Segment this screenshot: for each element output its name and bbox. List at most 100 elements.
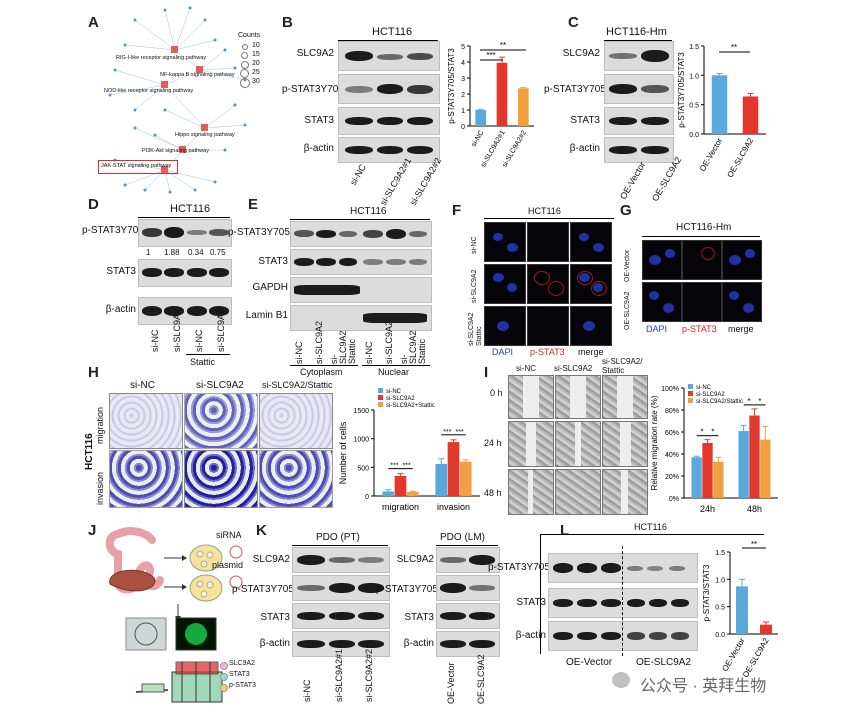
bar [742,96,759,134]
image-title: HCT116 [528,206,561,216]
y-tick-label: 20% [665,474,679,481]
row-label: si-SLC9A2 [471,269,478,303]
fluorescence-image [527,264,569,304]
y-tick-label: 1 [461,108,465,115]
western-blot-strip [548,588,698,618]
y-tick-label: 100% [661,386,679,393]
sig-label: *** [486,51,495,60]
x-tick-label: invasion [437,502,470,512]
wound-healing-image [602,421,648,467]
blot-row-label: p-STAT3Y705 [228,227,290,238]
fluorescence-image [484,306,526,346]
western-blot-strip [604,107,674,135]
blot-title: HCT116 [350,206,387,217]
western-blot-strip [338,137,440,163]
bar [760,624,772,634]
highlight-box [98,160,178,174]
lane-label: si-SLC9A2#1 [378,156,414,207]
lane-label: si-NC [194,329,204,353]
sig-label: *** [390,463,398,470]
y-tick-label: 80% [665,408,679,415]
blot-row-label: STAT3 [570,115,600,126]
bar [496,62,508,126]
wound-healing-image [555,375,601,419]
y-tick-label: 0 [365,494,369,501]
wound-healing-image [555,421,601,467]
lane-label: OE-SLC9A2 [476,654,486,704]
pathway-label: NF-kappa B signaling pathway [160,72,235,78]
y-tick-label: 3 [461,76,465,83]
transwell-image [109,393,183,449]
transwell-image [259,393,333,449]
lane-label: si-NC [294,341,304,365]
western-blot-strip [290,305,432,331]
group-label: Stattic [190,357,216,367]
blot-row-label: STAT3 [260,612,290,623]
western-blot-strip [292,575,390,601]
panel-label-i: I [484,364,489,381]
blot-row-label: β-actin [259,638,290,649]
bar [382,491,395,496]
stain-label: DAPI [646,324,668,334]
western-blot-strip [290,277,432,303]
blot-title: HCT116 [372,26,413,38]
y-tick-label: 1.0 [689,73,699,80]
lane-label: si-SLC9A2 [216,308,226,352]
sig-label: *** [403,463,411,470]
y-tick-label: 0.5 [715,605,725,612]
blot-row-label: p-STAT3Y705 [488,562,550,573]
group-label: OE-SLC9A2 [636,657,692,668]
kegg-network-graph [108,6,247,194]
fluorescence-image [642,240,682,280]
western-blot-strip [290,249,432,275]
time-label: 24 h [484,438,502,448]
legend-swatch [688,391,693,396]
bar [711,75,728,134]
fluorescence-image [484,264,526,304]
legend-label: si-NC [696,385,712,391]
western-blot-strip [138,219,232,247]
transwell-image [184,393,258,449]
quant-value: 1 [146,248,151,257]
y-tick-label: 1500 [353,408,369,415]
blot-row-label: STAT3 [106,266,136,277]
western-blot-strip [604,74,674,104]
group-title: PDO (LM) [440,532,485,543]
legend-label: si-SLC9A2/Stattic [696,399,743,405]
bar [459,461,472,496]
panel-label-k: K [256,522,267,539]
lane-label: si-SLC9A2 Stattic [399,330,427,364]
y-tick-label: 4 [461,60,465,67]
bar [447,442,460,496]
legend-label: si-SLC9A2+Stattic [386,403,435,409]
western-blot-strip [338,74,440,104]
bar-chart-l: 0.00.51.01.5p-STAT3/STAT3OE-VectorOE-SLC… [702,540,778,679]
y-tick-label: 500 [357,465,369,472]
x-tick-label: migration [382,502,419,512]
panel-label-c: C [568,14,579,31]
stain-label: p-STAT3 [530,347,565,357]
y-axis-label: Number of cells [338,421,348,484]
bar [736,586,748,634]
western-blot-strip [548,621,698,651]
sig-label: * [701,428,704,437]
lane-label: OE-Vector [446,662,456,704]
x-tick-label: OE-Vector [698,136,724,173]
sig-label: * [711,428,714,437]
row-label: migration [95,406,105,444]
western-blot-strip [338,107,440,135]
bar-chart-i: 0% 20% 40% 60% 80% 100%Relative migration rat… [650,384,778,514]
blot-row-label: β-actin [569,143,600,154]
y-tick-label: 40% [665,452,679,459]
western-blot-strip [436,631,500,657]
stain-label: merge [578,347,604,357]
panel-label-j: J [88,522,97,539]
blot-row-label: SLC9A2 [396,554,434,565]
column-label: si-SLC9A2 [554,364,593,373]
row-label: OE-SLC9A2 [624,291,631,330]
panel-label-a: A [88,14,99,31]
blot-row-label: p-STAT3Y705 [232,584,294,595]
x-tick-label: si-NC [471,130,486,149]
panel-label-d: D [88,196,99,213]
blot-row-label: STAT3 [304,115,334,126]
